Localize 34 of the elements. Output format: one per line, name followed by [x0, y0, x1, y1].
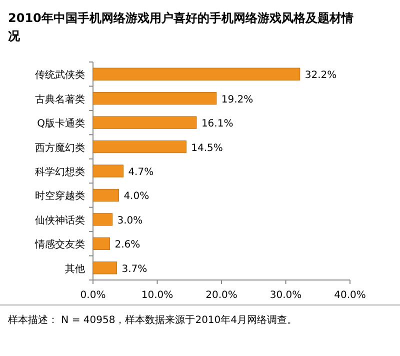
- y-tick-label: Q版卡通类: [37, 118, 85, 130]
- chart-title: 2010年中国手机网络游戏用户喜好的手机网络游戏风格及题材情况: [8, 11, 354, 43]
- x-tick-label: 10.0%: [141, 290, 174, 301]
- data-label: 16.1%: [201, 118, 234, 130]
- bar: [92, 237, 110, 250]
- y-tick-label: 科学幻想类: [35, 166, 85, 178]
- data-label: 19.2%: [221, 94, 254, 106]
- data-label: 32.2%: [304, 70, 337, 82]
- x-tick-label: 20.0%: [206, 290, 238, 301]
- y-tick-label: 仙侠神话类: [35, 214, 85, 226]
- x-tick-label: 30.0%: [270, 290, 302, 301]
- y-tick-label: 传统武侠类: [35, 69, 85, 82]
- data-label: 2.6%: [114, 240, 140, 251]
- data-label: 3.0%: [117, 215, 143, 226]
- bar: [92, 92, 217, 105]
- y-tick-label: 情感交友类: [34, 238, 85, 251]
- y-tick-label: 其他: [65, 262, 85, 275]
- data-label: 14.5%: [191, 142, 223, 154]
- data-label: 3.7%: [122, 264, 148, 275]
- bar: [92, 68, 300, 80]
- bar: [92, 188, 119, 202]
- bar: [92, 262, 118, 274]
- bar: [92, 116, 197, 129]
- y-tick-label: 时空穿越类: [35, 190, 85, 202]
- y-tick-label: 古典名著类: [35, 93, 85, 106]
- bar: [92, 164, 124, 178]
- data-label: 4.0%: [124, 191, 150, 202]
- text: 样本描述： N = 40958，样本数据来源于2010年4月网络调查。: [8, 314, 298, 326]
- data-label: 4.7%: [128, 167, 154, 178]
- y-tick-label: 西方魔幻类: [35, 142, 85, 154]
- x-tick-label: 40.0%: [334, 290, 366, 301]
- x-tick-label: 0.0%: [80, 290, 106, 301]
- bar: [92, 140, 186, 154]
- bar: [92, 213, 113, 226]
